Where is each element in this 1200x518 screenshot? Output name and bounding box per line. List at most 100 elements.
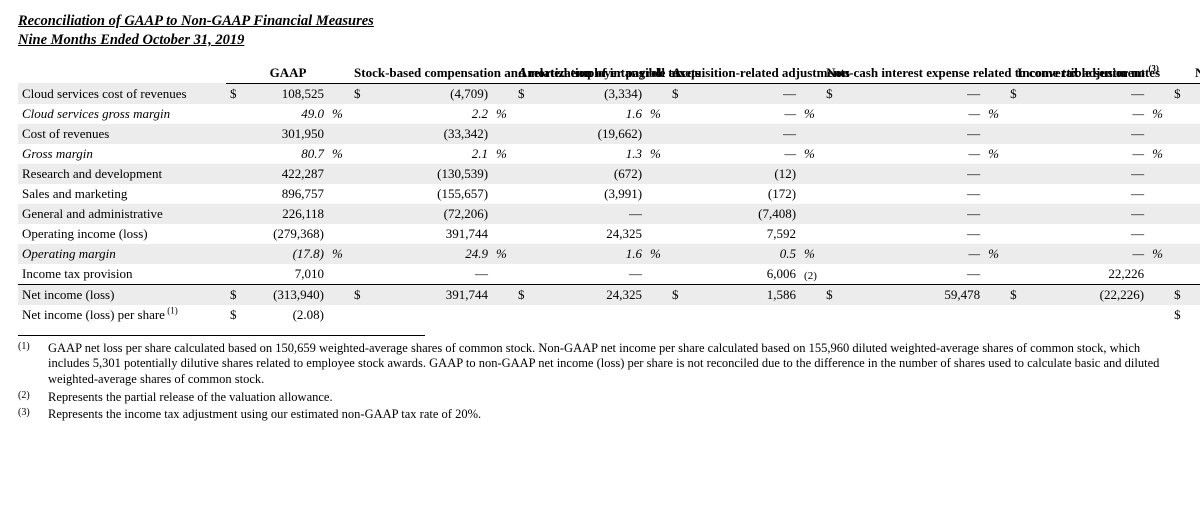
currency-symbol — [514, 164, 528, 184]
cell-value: — — [1020, 104, 1148, 124]
cell-suffix — [492, 184, 514, 204]
cell-suffix — [984, 264, 1006, 285]
currency-symbol — [226, 164, 240, 184]
cell-value — [836, 305, 984, 325]
cell-value: 108,525 — [240, 83, 328, 104]
col-gaap: GAAP — [226, 64, 350, 83]
cell-suffix: % — [800, 144, 822, 164]
cell-suffix — [984, 164, 1006, 184]
currency-symbol — [668, 244, 682, 264]
cell-value: 84.1 — [1184, 144, 1200, 164]
cell-suffix — [646, 83, 668, 104]
col-interest: Non-cash interest expense related to con… — [822, 64, 1006, 83]
currency-symbol — [1170, 184, 1184, 204]
currency-symbol — [822, 104, 836, 124]
table-row: Income tax provision7,010——6,006(2)—22,2… — [18, 264, 1200, 285]
cell-value: (3,334) — [528, 83, 646, 104]
cell-value: 35,242 — [1184, 264, 1200, 285]
cell-value: 0.90 — [1184, 305, 1200, 325]
cell-suffix: % — [1148, 244, 1170, 264]
cell-value: 248,946 — [1184, 124, 1200, 144]
currency-symbol — [668, 164, 682, 184]
cell-suffix — [328, 184, 350, 204]
cell-suffix — [492, 124, 514, 144]
cell-value: — — [836, 83, 984, 104]
table-row: Gross margin80.7%2.1%1.3%—%—%—%84.1% — [18, 144, 1200, 164]
footnote-text: Represents the income tax adjustment usi… — [48, 406, 1182, 424]
currency-symbol — [668, 144, 682, 164]
cell-suffix — [984, 204, 1006, 224]
cell-value: 22,226 — [1020, 264, 1148, 285]
currency-symbol — [514, 124, 528, 144]
cell-suffix — [646, 224, 668, 244]
currency-symbol — [1006, 244, 1020, 264]
cell-suffix — [492, 305, 514, 325]
currency-symbol: $ — [514, 284, 528, 305]
cell-suffix: % — [492, 244, 514, 264]
footnote-text: GAAP net loss per share calculated based… — [48, 340, 1182, 389]
cell-suffix: % — [984, 144, 1006, 164]
currency-symbol — [822, 264, 836, 285]
footnote-text: Represents the partial release of the va… — [48, 389, 1182, 407]
cell-value: 736,937 — [1184, 184, 1200, 204]
currency-symbol — [350, 224, 364, 244]
currency-symbol — [1170, 244, 1184, 264]
currency-symbol — [226, 224, 240, 244]
cell-value: — — [1020, 83, 1148, 104]
currency-symbol — [514, 104, 528, 124]
currency-symbol — [1006, 264, 1020, 285]
currency-symbol: $ — [668, 284, 682, 305]
cell-value: — — [682, 104, 800, 124]
title-line-1: Reconciliation of GAAP to Non-GAAP Finan… — [18, 12, 1182, 31]
currency-symbol — [668, 124, 682, 144]
row-label: Cost of revenues — [18, 124, 226, 144]
cell-suffix — [328, 224, 350, 244]
cell-suffix — [646, 284, 668, 305]
row-label: Sales and marketing — [18, 184, 226, 204]
cell-suffix — [646, 124, 668, 144]
cell-value: (279,368) — [240, 224, 328, 244]
cell-value: (7,408) — [682, 204, 800, 224]
cell-value: 24,325 — [528, 284, 646, 305]
row-label: Cloud services cost of revenues — [18, 83, 226, 104]
currency-symbol — [1006, 144, 1020, 164]
cell-value: — — [528, 204, 646, 224]
cell-value: 80.7 — [240, 144, 328, 164]
currency-symbol — [1006, 204, 1020, 224]
cell-suffix — [646, 164, 668, 184]
cell-value: — — [1020, 164, 1148, 184]
col-sbc: Stock-based compensation and related emp… — [350, 64, 514, 83]
cell-value: 422,287 — [240, 164, 328, 184]
cell-suffix — [1148, 184, 1170, 204]
cell-suffix — [328, 264, 350, 285]
cell-value: — — [1020, 184, 1148, 204]
currency-symbol — [822, 124, 836, 144]
footnote-marker: (1) — [18, 340, 48, 389]
currency-symbol — [514, 264, 528, 285]
cell-suffix: % — [984, 244, 1006, 264]
currency-symbol: $ — [350, 83, 364, 104]
cell-suffix — [328, 164, 350, 184]
currency-symbol — [1006, 164, 1020, 184]
footnote-row: (1)GAAP net loss per share calculated ba… — [18, 340, 1182, 389]
cell-suffix — [1148, 264, 1170, 285]
row-label: Income tax provision — [18, 264, 226, 285]
cell-value: — — [682, 144, 800, 164]
cell-value: — — [1020, 244, 1148, 264]
cell-value: — — [836, 264, 984, 285]
cell-suffix — [1148, 164, 1170, 184]
cell-value: — — [364, 264, 492, 285]
cell-value — [528, 305, 646, 325]
cell-suffix — [1148, 284, 1170, 305]
row-label: Gross margin — [18, 144, 226, 164]
cell-value: 59,478 — [836, 284, 984, 305]
col-tax: Income tax adjustment (3) — [1006, 64, 1170, 83]
cell-value: 9.2 — [1184, 244, 1200, 264]
row-label: Cloud services gross margin — [18, 104, 226, 124]
table-row: General and administrative226,118(72,206… — [18, 204, 1200, 224]
currency-symbol — [1170, 264, 1184, 285]
cell-suffix: % — [328, 144, 350, 164]
cell-suffix: % — [646, 104, 668, 124]
cell-suffix — [984, 83, 1006, 104]
cell-suffix: % — [1148, 144, 1170, 164]
